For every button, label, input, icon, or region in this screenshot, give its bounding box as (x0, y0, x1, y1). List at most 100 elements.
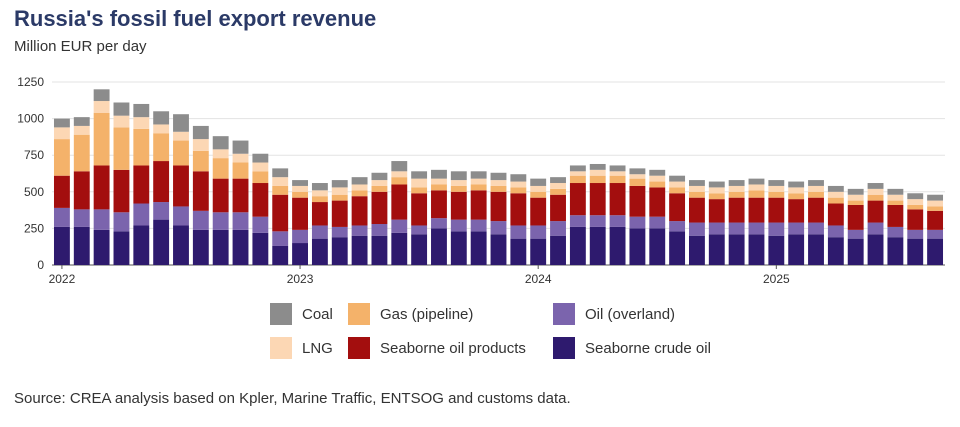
bar-segment-lng-2025-03 (808, 185, 824, 192)
bar-segment-coal-2024-10 (708, 181, 725, 188)
bar-segment-oil-overland-2024-08 (669, 221, 686, 232)
bar-segment-seaborne-oil-products-2023-03 (331, 200, 348, 227)
bar-segment-coal-2025-07 (887, 188, 904, 195)
bar-segment-seaborne-crude-oil-2022-10 (232, 229, 249, 265)
legend-item-seaborne-oil-products: Seaborne oil products (348, 336, 553, 360)
bar-segment-seaborne-oil-products-2022-04 (113, 169, 130, 213)
bar-segment-coal-2025-09 (927, 194, 944, 201)
bar-segment-lng-2022-06 (153, 124, 170, 134)
bar-segment-seaborne-oil-products-2023-06 (391, 184, 408, 220)
bar-segment-coal-2024-01 (530, 178, 547, 186)
bar-segment-lng-2025-08 (907, 199, 924, 205)
bar-segment-lng-2025-04 (827, 191, 844, 198)
bar-segment-coal-2023-06 (391, 161, 408, 172)
bar-segment-lng-2023-09 (450, 180, 467, 186)
bar-segment-coal-2025-05 (847, 188, 864, 195)
bar-segment-seaborne-oil-products-2024-02 (550, 194, 566, 222)
bar-segment-coal-2025-06 (867, 183, 884, 189)
bar-segment-seaborne-crude-oil-2022-12 (272, 245, 289, 265)
bar-segment-seaborne-oil-products-2025-06 (867, 200, 884, 223)
bar-segment-oil-overland-2024-03 (569, 215, 586, 227)
bar-segment-seaborne-oil-products-2022-11 (252, 183, 269, 217)
bar-segment-seaborne-oil-products-2025-09 (927, 210, 944, 230)
bar-segment-seaborne-crude-oil-2025-04 (827, 237, 844, 265)
bar-segment-oil-overland-2025-03 (808, 222, 824, 235)
bar-segment-seaborne-oil-products-2022-08 (192, 171, 209, 211)
bar-segment-seaborne-crude-oil-2022-07 (173, 225, 189, 265)
bar-segment-seaborne-oil-products-2023-07 (411, 193, 428, 226)
bar-segment-lng-2022-03 (93, 101, 110, 113)
bar-segment-coal-2023-04 (351, 177, 368, 185)
bar-segment-lng-2024-05 (609, 171, 626, 176)
legend-label: Seaborne crude oil (585, 339, 711, 357)
bar-segment-lng-2022-12 (272, 177, 289, 186)
bar-segment-gas-pipeline-2024-04 (589, 175, 606, 184)
bar-segment-gas-pipeline-2022-08 (192, 150, 209, 172)
bar-segment-lng-2023-12 (510, 181, 527, 188)
bar-segment-oil-overland-2022-08 (192, 210, 209, 230)
bar-segment-coal-2023-07 (411, 171, 428, 179)
bar-segment-coal-2025-08 (907, 193, 924, 200)
bar-segment-seaborne-oil-products-2024-04 (589, 183, 606, 216)
bar-segment-gas-pipeline-2025-05 (847, 200, 864, 205)
bar-segment-seaborne-crude-oil-2022-04 (113, 231, 130, 265)
bar-segment-lng-2025-01 (768, 185, 785, 192)
bar-segment-gas-pipeline-2024-11 (728, 191, 745, 198)
bar-segment-oil-overland-2023-12 (510, 225, 527, 239)
bar-segment-seaborne-oil-products-2023-05 (371, 191, 388, 225)
bar-segment-oil-overland-2022-06 (153, 202, 170, 220)
bar-segment-gas-pipeline-2022-04 (113, 127, 130, 170)
bar-segment-seaborne-crude-oil-2022-11 (252, 232, 269, 265)
bar-segment-coal-2024-08 (669, 175, 686, 182)
bar-segment-lng-2025-07 (887, 194, 904, 201)
bar-segment-seaborne-oil-products-2024-05 (609, 183, 626, 216)
bar-segment-coal-2022-08 (192, 125, 209, 140)
bar-segment-gas-pipeline-2022-01 (53, 139, 70, 176)
bar-segment-coal-2025-02 (788, 181, 805, 188)
bar-segment-seaborne-crude-oil-2022-01 (53, 226, 70, 265)
bar-segment-seaborne-crude-oil-2023-12 (510, 238, 527, 265)
bar-segment-oil-overland-2022-11 (252, 216, 269, 233)
legend-label: Coal (302, 305, 333, 323)
bar-segment-coal-2025-03 (808, 180, 824, 186)
bar-segment-seaborne-crude-oil-2024-12 (748, 234, 765, 265)
bar-segment-seaborne-crude-oil-2023-01 (292, 243, 308, 265)
bar-segment-gas-pipeline-2025-09 (927, 206, 944, 211)
legend-label: LNG (302, 339, 333, 357)
bar-segment-gas-pipeline-2024-07 (649, 181, 666, 188)
bar-segment-gas-pipeline-2022-11 (252, 171, 269, 184)
bar-segment-lng-2024-01 (530, 185, 547, 192)
bar-segment-lng-2024-03 (569, 171, 586, 176)
bar-segment-seaborne-crude-oil-2025-02 (788, 234, 805, 265)
bar-segment-gas-pipeline-2023-08 (431, 184, 447, 191)
bar-segment-oil-overland-2023-04 (351, 225, 368, 236)
bar-segment-oil-overland-2025-09 (927, 229, 944, 239)
y-tick-label: 1000 (17, 112, 44, 126)
bar-segment-seaborne-oil-products-2023-02 (311, 202, 328, 226)
bar-segment-gas-pipeline-2022-05 (133, 128, 150, 166)
chart-subtitle: Million EUR per day (14, 38, 147, 55)
bar-segment-lng-2024-10 (708, 187, 725, 194)
bar-segment-seaborne-oil-products-2022-01 (53, 175, 70, 208)
bar-segment-seaborne-oil-products-2025-03 (808, 197, 824, 223)
bar-segment-gas-pipeline-2023-09 (450, 185, 467, 192)
bar-segment-lng-2025-06 (867, 188, 884, 195)
bar-segment-gas-pipeline-2023-11 (490, 185, 507, 192)
legend-swatch-lng (270, 337, 292, 359)
bar-segment-coal-2022-11 (252, 153, 269, 163)
bar-segment-oil-overland-2023-06 (391, 219, 408, 233)
bar-segment-oil-overland-2022-12 (272, 231, 289, 246)
bar-segment-seaborne-crude-oil-2022-09 (212, 229, 229, 265)
bar-segment-seaborne-oil-products-2024-09 (689, 197, 705, 223)
bar-segment-seaborne-crude-oil-2025-08 (907, 238, 924, 265)
bar-segment-seaborne-crude-oil-2024-06 (629, 228, 646, 265)
bar-segment-lng-2023-05 (371, 180, 388, 186)
bar-segment-lng-2023-08 (431, 178, 447, 185)
bar-segment-lng-2024-02 (550, 183, 566, 189)
bar-segment-seaborne-oil-products-2024-10 (708, 199, 725, 223)
bar-segment-seaborne-crude-oil-2023-08 (431, 228, 447, 265)
bar-segment-gas-pipeline-2022-07 (173, 140, 189, 166)
bar-segment-seaborne-crude-oil-2023-04 (351, 235, 368, 265)
legend-swatch-seaborne-crude-oil (553, 337, 575, 359)
legend: Coal Gas (pipeline) Oil (overland) LNG S… (270, 302, 790, 360)
